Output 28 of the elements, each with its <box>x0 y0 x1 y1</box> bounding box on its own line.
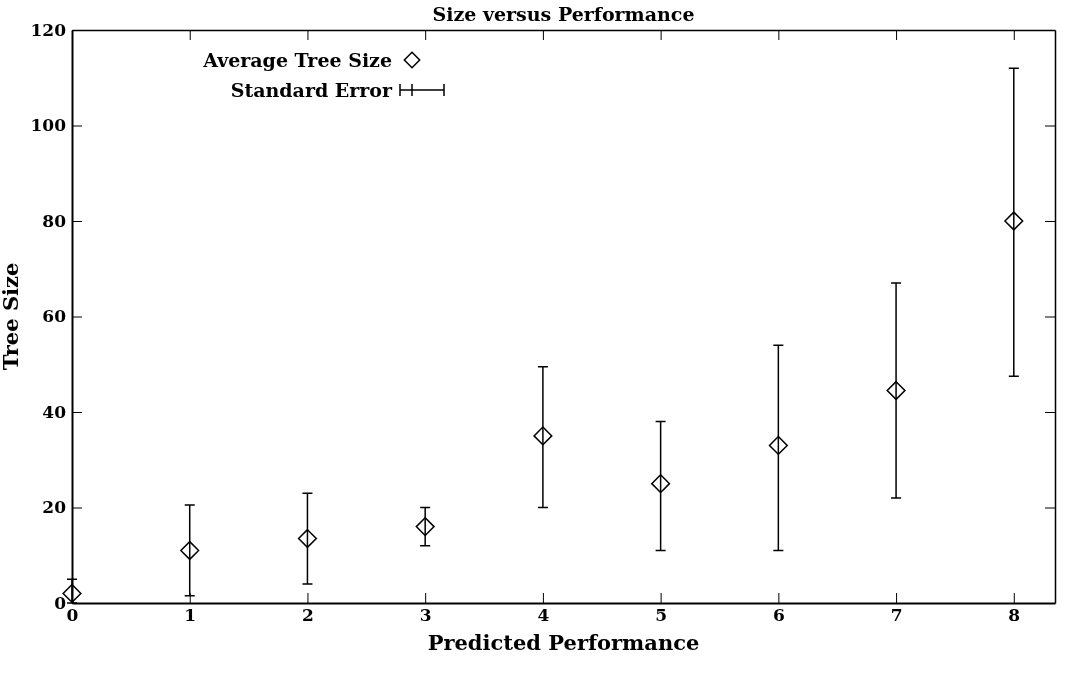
y-tick-label: 20 <box>42 497 67 518</box>
point <box>768 435 788 456</box>
point <box>533 426 553 446</box>
point <box>886 380 906 401</box>
y-axis-title: Tree Size <box>0 262 23 371</box>
x-tick-label: 2 <box>302 605 314 626</box>
x-tick-label: 4 <box>537 605 550 626</box>
y-tick-label: 40 <box>42 401 67 422</box>
x-tick-label: 1 <box>184 605 197 626</box>
x-axis-title: Predicted Performance <box>427 630 700 655</box>
y-tick-label: 80 <box>42 210 67 231</box>
chart-title: Size versus Performance <box>432 3 695 25</box>
point <box>297 528 318 549</box>
x-tick-label: 3 <box>419 605 432 626</box>
x-tick-label: 8 <box>1008 605 1021 626</box>
point <box>180 540 200 561</box>
annotation: Standard Error <box>230 79 393 101</box>
point <box>1004 211 1024 231</box>
y-tick-label: 100 <box>30 115 67 136</box>
x-tick-label: 5 <box>655 605 668 626</box>
point <box>651 474 671 494</box>
x-tick-label: 7 <box>890 605 903 626</box>
y-tick-label: 120 <box>30 19 67 40</box>
legend-label: Average Tree Size <box>202 49 392 71</box>
y-tick-label: 0 <box>54 592 67 613</box>
x-tick-label: 6 <box>772 605 785 626</box>
y-tick-label: 60 <box>42 306 67 327</box>
point <box>415 516 435 537</box>
